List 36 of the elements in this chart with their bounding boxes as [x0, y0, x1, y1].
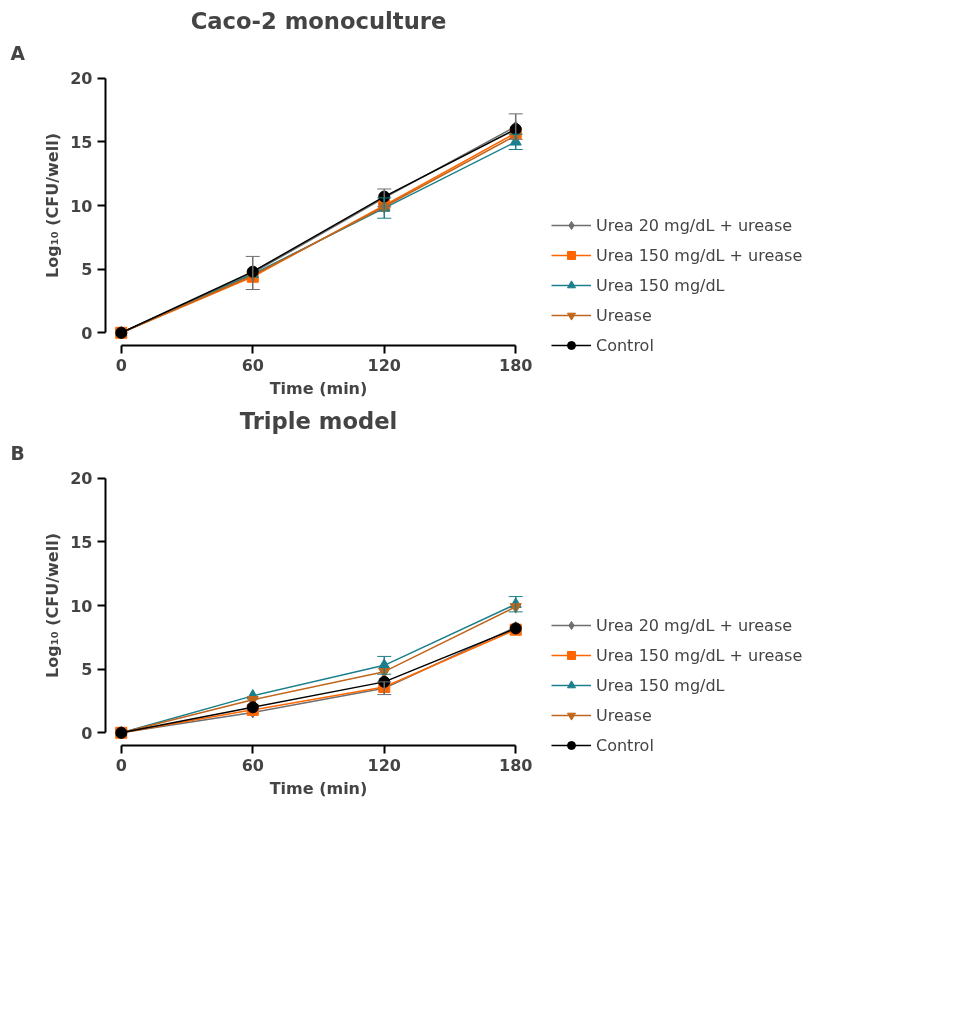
y-tick-label: 10	[70, 196, 93, 216]
legend-label: Control	[596, 735, 654, 755]
legend-label: Control	[596, 335, 654, 355]
x-tick-label: 0	[115, 755, 127, 775]
legend-label: Urea 150 mg/dL	[596, 275, 725, 295]
x-tick-label: 0	[115, 355, 127, 375]
chart-title: Triple model	[239, 407, 398, 434]
y-tick-label: 20	[70, 469, 93, 489]
x-tick-label: 120	[367, 755, 401, 775]
y-tick-label: 10	[70, 596, 93, 616]
x-axis-title: Time (min)	[269, 778, 368, 798]
x-tick-label: 180	[499, 355, 533, 375]
y-tick-label: 15	[70, 132, 93, 152]
x-tick-label: 60	[241, 755, 264, 775]
legend-label: Urease	[596, 305, 652, 325]
x-tick-label: 60	[241, 355, 264, 375]
x-tick-label: 120	[367, 355, 401, 375]
y-tick-label: 5	[81, 660, 93, 680]
legend-label: Urea 150 mg/dL + urease	[596, 645, 803, 665]
y-tick-label: 5	[81, 260, 93, 280]
y-tick-label: 15	[70, 532, 93, 552]
y-axis-title: Log₁₀ (CFU/well)	[43, 533, 63, 678]
y-axis-title: Log₁₀ (CFU/well)	[43, 133, 63, 278]
legend-label: Urease	[596, 705, 652, 725]
chart-title: Caco-2 monoculture	[190, 7, 447, 34]
legend-label: Urea 150 mg/dL	[596, 675, 725, 695]
x-tick-label: 180	[499, 755, 533, 775]
text: A	[10, 42, 26, 64]
legend-label: Urea 150 mg/dL + urease	[596, 245, 803, 265]
x-axis-title: Time (min)	[269, 378, 368, 398]
text: B	[10, 442, 25, 464]
y-tick-label: 0	[81, 323, 93, 343]
y-tick-label: 0	[81, 723, 93, 743]
legend-label: Urea 20 mg/dL + urease	[596, 615, 793, 635]
legend-label: Urea 20 mg/dL + urease	[596, 215, 793, 235]
y-tick-label: 20	[70, 69, 93, 89]
